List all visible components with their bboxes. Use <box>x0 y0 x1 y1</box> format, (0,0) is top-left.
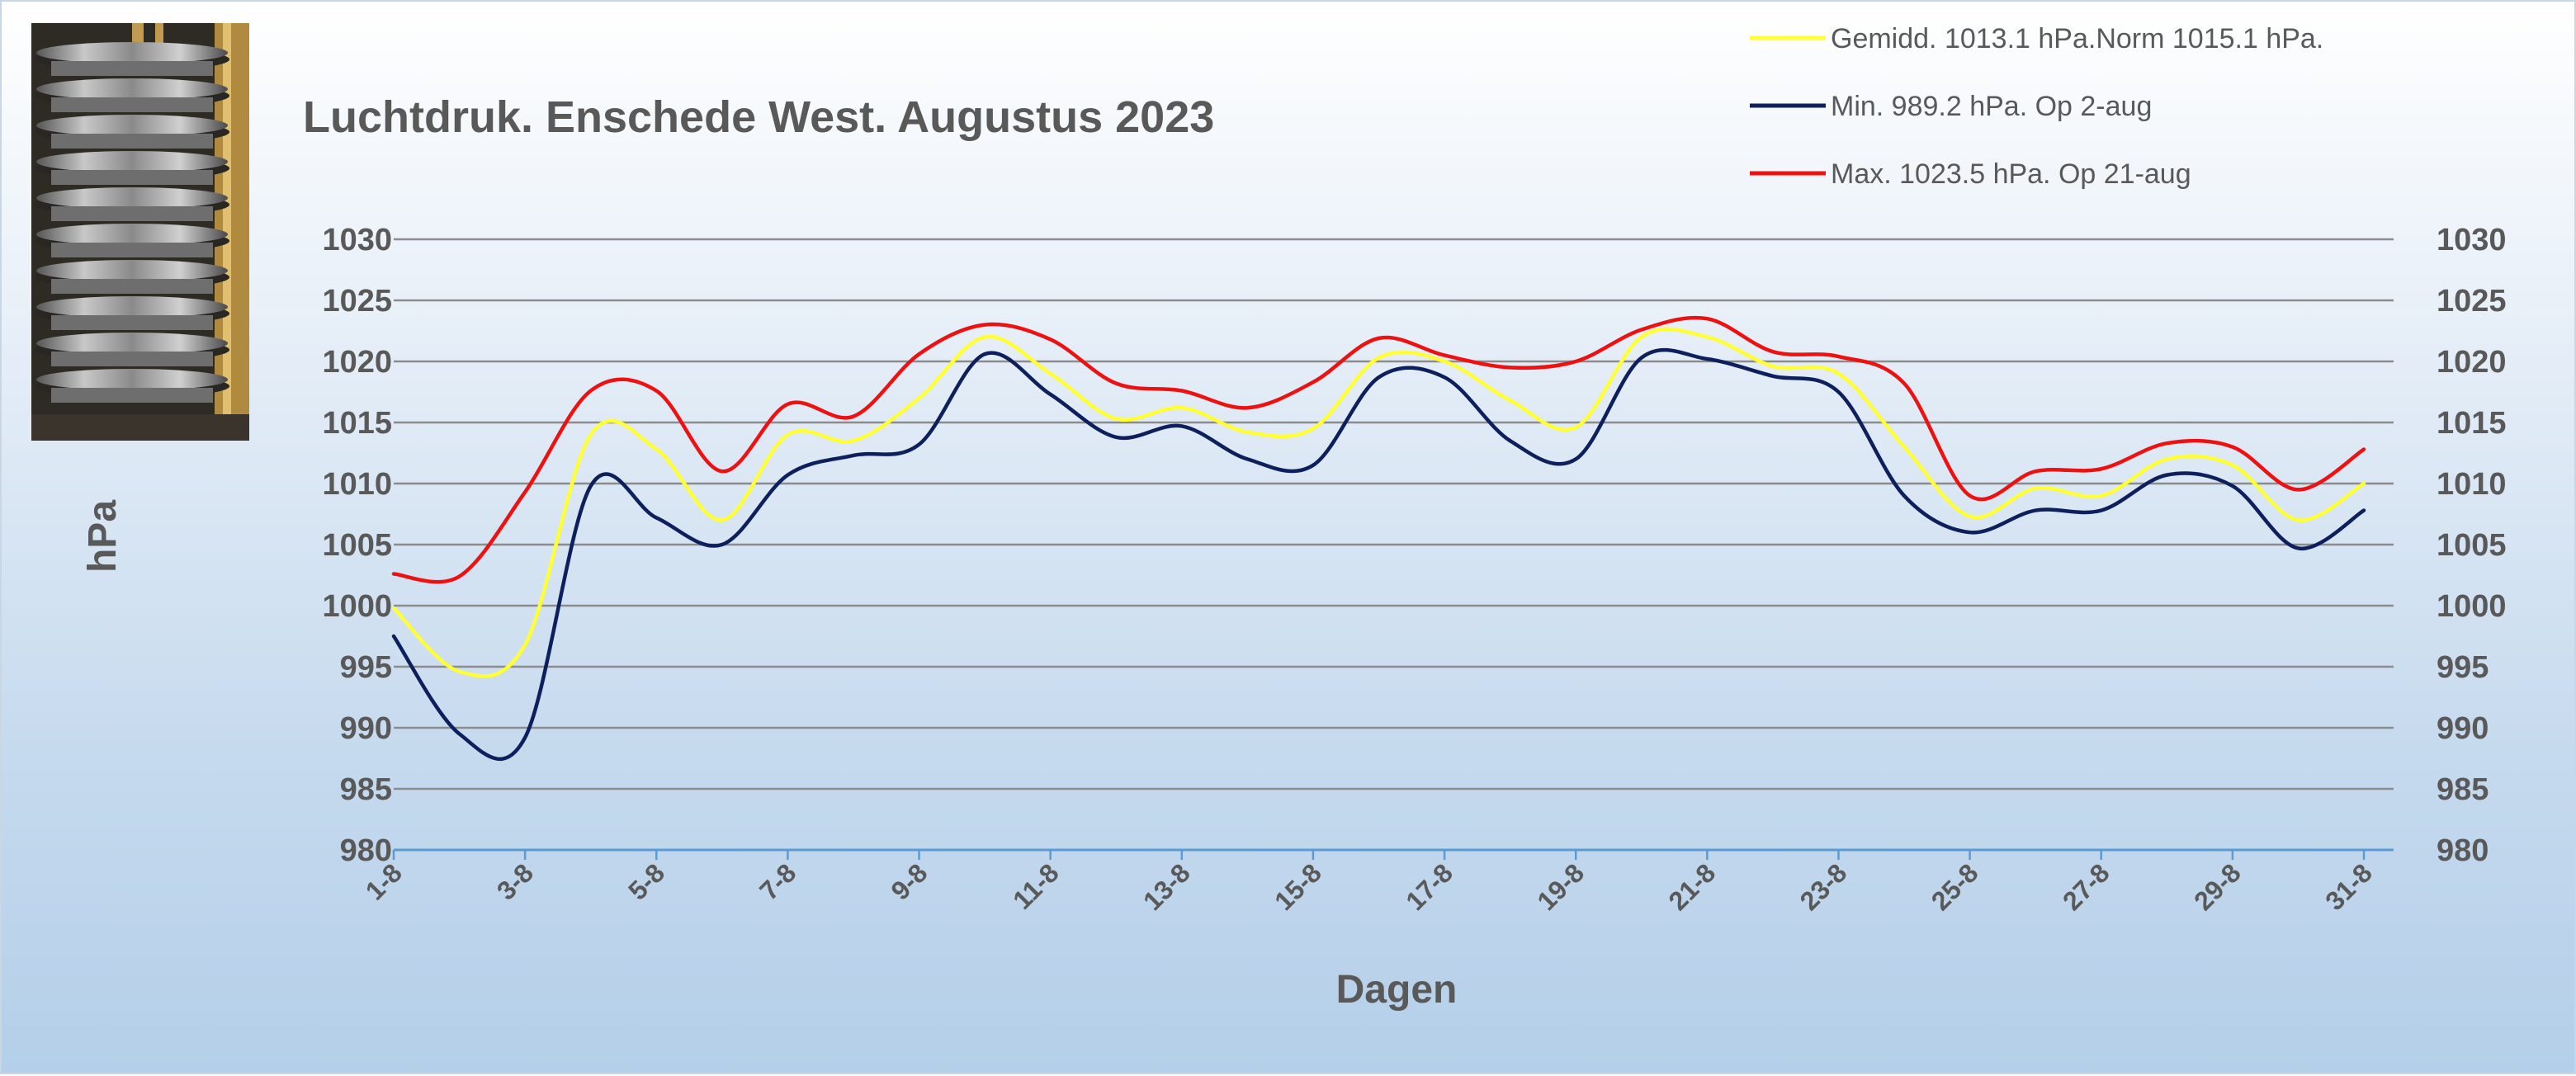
chart-title: Luchtdruk. Enschede West. Augustus 2023 <box>303 92 1214 142</box>
y-tick-label-left: 980 <box>340 833 392 868</box>
x-tick-label: 27-8 <box>2057 857 2115 916</box>
x-tick-label: 31-8 <box>2319 857 2378 916</box>
y-tick-label-right: 1030 <box>2437 223 2507 257</box>
y-tick-label-left: 995 <box>340 650 392 685</box>
x-tick-label: 13-8 <box>1137 857 1196 916</box>
y-axis-right: 980 985 990 995 1000 1005 1010 1015 1020 1025 1030 <box>2437 223 2507 868</box>
x-tick-label: 25-8 <box>1926 857 1984 916</box>
y-tick-label-left: 1025 <box>322 284 392 319</box>
series-line-average <box>391 327 2366 678</box>
legend: Gemidd. 1013.1 hPa.Norm 1015.1 hPa. Min. … <box>1750 23 2323 190</box>
legend-item-average: Gemidd. 1013.1 hPa.Norm 1015.1 hPa. <box>1750 23 2323 54</box>
y-tick-label-right: 1005 <box>2437 528 2507 563</box>
x-tick-label: 3-8 <box>491 857 539 905</box>
y-tick-label-right: 995 <box>2437 650 2489 685</box>
grid-lines <box>394 238 2394 852</box>
series-lines <box>391 315 2366 761</box>
x-tick-label: 5-8 <box>622 857 670 905</box>
y-tick-label-left: 1005 <box>322 528 392 563</box>
x-tick-label: 15-8 <box>1269 857 1327 916</box>
y-tick-label-left: 1010 <box>322 467 392 502</box>
legend-label: Gemidd. 1013.1 hPa.Norm 1015.1 hPa. <box>1831 23 2323 54</box>
series-line-minimum <box>391 348 2366 761</box>
y-tick-label-left: 1015 <box>322 406 392 441</box>
y-tick-label-right: 1010 <box>2437 467 2507 502</box>
y-tick-label-right: 990 <box>2437 711 2489 746</box>
y-axis-left: 980 985 990 995 1000 1005 1010 1015 1020 1025 1030 <box>322 223 392 868</box>
legend-label: Max. 1023.5 hPa. Op 21-aug <box>1831 158 2191 190</box>
y-tick-label-left: 1020 <box>322 345 392 380</box>
x-tick-label: 17-8 <box>1400 857 1458 916</box>
x-tick-label: 9-8 <box>885 857 933 905</box>
x-tick-label: 23-8 <box>1794 857 1853 916</box>
series-line-maximum <box>391 315 2366 584</box>
legend-label: Min. 989.2 hPa. Op 2-aug <box>1831 91 2152 122</box>
x-tick-label: 29-8 <box>2188 857 2247 916</box>
x-tick-labels: 1-8 3-8 5-8 7-8 9-8 11-8 13-8 15-8 17-8 19-8 21-8 2… <box>360 857 2378 916</box>
y-tick-label-left: 990 <box>340 711 392 746</box>
y-tick-label-right: 985 <box>2437 772 2489 807</box>
y-tick-label-left: 985 <box>340 772 392 807</box>
legend-item-minimum: Min. 989.2 hPa. Op 2-aug <box>1750 91 2152 122</box>
y-tick-label-right: 1020 <box>2437 345 2507 380</box>
y-tick-label-right: 1015 <box>2437 406 2507 441</box>
x-axis <box>392 850 2366 860</box>
y-tick-label-right: 1000 <box>2437 589 2507 624</box>
y-tick-label-left: 1030 <box>322 223 392 257</box>
x-tick-label: 21-8 <box>1663 857 1722 916</box>
x-axis-title: Dagen <box>1336 968 1458 1012</box>
barometer-bellows-photo <box>31 23 249 441</box>
legend-item-maximum: Max. 1023.5 hPa. Op 21-aug <box>1750 158 2191 190</box>
y-tick-label-right: 1025 <box>2437 284 2507 319</box>
x-tick-label: 19-8 <box>1531 857 1590 916</box>
y-axis-title: hPa <box>81 500 125 573</box>
x-tick-label: 7-8 <box>754 857 801 905</box>
y-tick-label-right: 980 <box>2437 833 2489 868</box>
y-tick-label-left: 1000 <box>322 589 392 624</box>
x-tick-label: 11-8 <box>1007 857 1064 914</box>
